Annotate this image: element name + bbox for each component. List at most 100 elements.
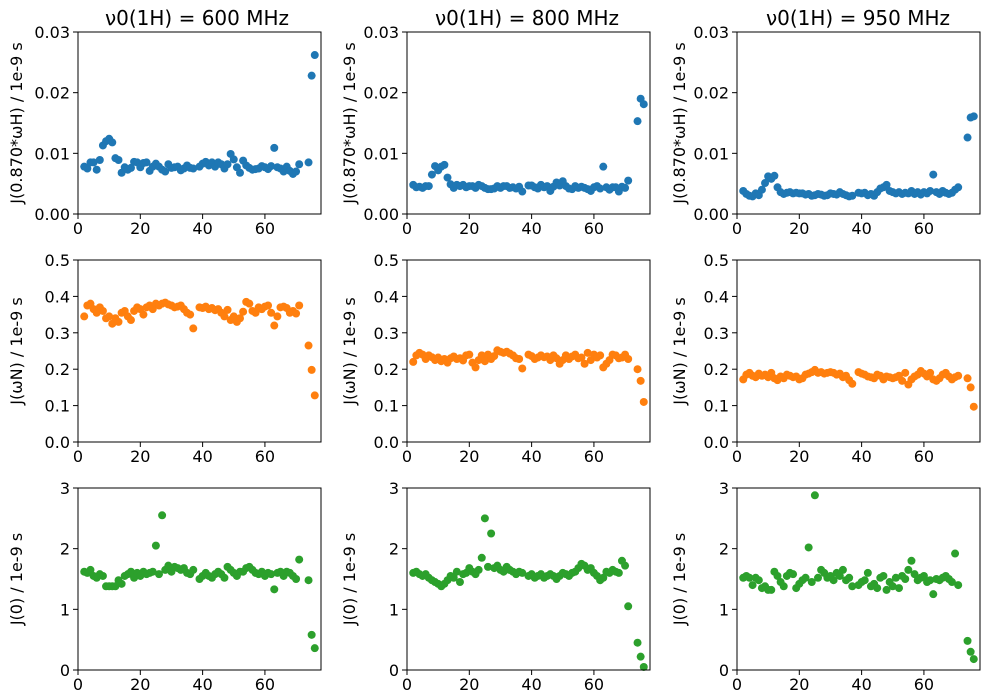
y-axis-label: J(ωN) / 1e-9 s <box>340 297 359 406</box>
x-tick-label: 40 <box>851 219 871 238</box>
data-point <box>267 162 276 171</box>
data-point <box>111 582 120 591</box>
x-tick-label: 20 <box>789 675 809 694</box>
data-point <box>267 570 276 579</box>
data-point <box>220 573 229 582</box>
data-point <box>807 578 816 587</box>
data-point <box>835 571 844 580</box>
data-point <box>929 590 938 599</box>
data-point <box>801 573 810 582</box>
data-series <box>739 491 978 664</box>
panel-j-zero-950-mhz: 0 20 40 60 0 1 2 3 J(0) / 1e-9 s <box>670 479 981 694</box>
data-point <box>307 71 316 80</box>
data-point <box>639 100 648 109</box>
data-point <box>745 573 754 582</box>
y-tick-label: 0.0 <box>704 433 729 452</box>
x-tick-label: 40 <box>851 675 871 694</box>
data-point <box>477 553 486 562</box>
data-point <box>148 567 157 576</box>
data-point <box>229 155 238 164</box>
data-point <box>452 567 461 576</box>
y-axis-label: J(0.870*ωH) / 1e-9 s <box>340 42 359 204</box>
panel-j-omega-n-800-mhz: 0 20 40 60 0.0 0.1 0.2 0.3 0.4 0.5 J(ωN) / 1e-9 s <box>340 251 651 466</box>
data-point <box>267 308 276 317</box>
x-tick-label: 40 <box>192 447 212 466</box>
y-tick-label: 0.02 <box>363 84 399 103</box>
data-point <box>636 652 645 661</box>
data-point <box>92 165 101 174</box>
data-point <box>292 167 301 176</box>
data-series <box>80 511 319 653</box>
data-point <box>761 179 770 188</box>
y-tick-label: 0.00 <box>34 205 70 224</box>
y-tick-label: 0.00 <box>363 205 399 224</box>
y-tick-label: 0 <box>60 661 70 680</box>
data-point <box>108 138 117 147</box>
x-tick-label: 60 <box>584 219 604 238</box>
data-point <box>310 391 319 400</box>
y-tick-label: 0.4 <box>374 287 399 306</box>
data-point <box>273 312 282 321</box>
data-point <box>969 402 978 411</box>
data-series <box>409 346 648 406</box>
plot-frame <box>736 259 981 443</box>
data-point <box>748 581 757 590</box>
data-point <box>789 570 798 579</box>
panel-j-zero-600-mhz: 0 20 40 60 0 1 2 3 J(0) / 1e-9 s <box>7 479 322 694</box>
x-tick-label: 20 <box>459 219 479 238</box>
title-800-mhz: ν0(1H) = 800 MHz <box>435 6 619 30</box>
y-tick-label: 0.3 <box>704 324 729 343</box>
data-point <box>829 576 838 585</box>
data-point <box>114 317 123 326</box>
data-point <box>599 162 608 171</box>
data-point <box>114 156 123 165</box>
data-series <box>409 94 648 196</box>
y-tick-label: 0.03 <box>693 23 729 42</box>
data-series <box>739 112 978 201</box>
data-point <box>966 647 975 656</box>
data-point <box>633 638 642 647</box>
data-point <box>158 511 167 520</box>
y-tick-label: 1 <box>719 600 729 619</box>
data-point <box>295 555 304 564</box>
data-point <box>189 324 198 333</box>
data-point <box>963 636 972 645</box>
data-point <box>848 379 857 388</box>
data-point <box>954 581 963 590</box>
data-point <box>577 353 586 362</box>
data-point <box>292 575 301 583</box>
data-point <box>105 312 114 321</box>
data-point <box>270 321 279 330</box>
data-point <box>487 529 496 538</box>
data-point <box>969 655 978 664</box>
data-point <box>757 185 766 194</box>
x-tick-label: 60 <box>914 447 934 466</box>
plot-frame <box>77 259 322 443</box>
title-600-mhz: ν0(1H) = 600 MHz <box>105 6 289 30</box>
data-series <box>80 297 319 400</box>
x-tick-label: 60 <box>914 675 934 694</box>
y-tick-label: 0.02 <box>693 84 729 103</box>
data-point <box>621 561 630 570</box>
data-point <box>304 158 313 167</box>
data-point <box>310 644 319 653</box>
y-tick-label: 3 <box>60 479 70 498</box>
data-point <box>161 167 170 176</box>
x-tick-label: 40 <box>851 447 871 466</box>
data-point <box>879 571 888 580</box>
data-series <box>409 514 648 671</box>
y-tick-label: 0.02 <box>34 84 70 103</box>
panel-j-0870-omega-h-600-mhz: 0 20 40 60 0.00 0.01 0.02 0.03 J(0.870*ωH) / 1e-… <box>7 23 322 238</box>
data-point <box>95 156 104 165</box>
data-point <box>427 170 436 179</box>
data-point <box>580 359 589 368</box>
data-point <box>860 576 869 585</box>
panel-j-0870-omega-h-800-mhz: 0 20 40 60 0.00 0.01 0.02 0.03J(0.870*ωH) / 1e-… <box>340 23 651 238</box>
data-point <box>515 355 524 364</box>
data-point <box>954 371 963 380</box>
data-point <box>223 305 232 314</box>
data-point <box>236 314 244 323</box>
data-point <box>810 491 819 500</box>
data-point <box>480 357 489 366</box>
data-point <box>304 341 313 350</box>
